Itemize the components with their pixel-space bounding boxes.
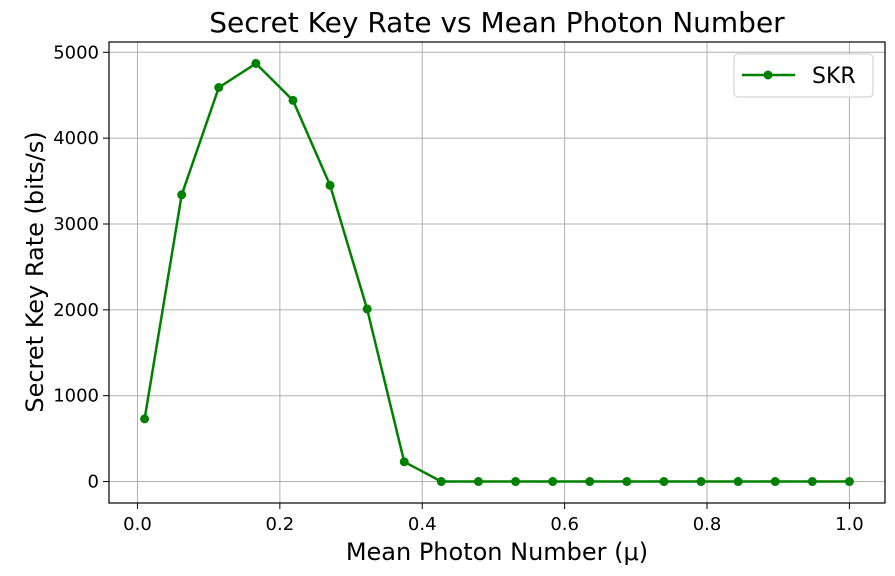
data-point — [696, 477, 706, 487]
series-layer — [140, 58, 854, 487]
data-point — [177, 190, 187, 200]
data-point — [214, 82, 224, 92]
plot-frame — [108, 41, 886, 504]
x-tick-label: 0.0 — [123, 514, 152, 535]
x-tick-label: 0.4 — [408, 514, 437, 535]
series-line-skr — [143, 62, 850, 483]
data-point — [844, 477, 854, 487]
data-point — [770, 477, 780, 487]
data-point — [140, 414, 150, 424]
legend-box — [733, 53, 874, 98]
data-point — [733, 477, 743, 487]
y-tick-label: 3000 — [53, 214, 99, 235]
x-tick-label: 0.6 — [550, 514, 579, 535]
data-point — [622, 477, 632, 487]
data-point — [511, 477, 521, 487]
data-point — [659, 477, 669, 487]
data-point — [807, 477, 817, 487]
data-point — [251, 58, 261, 68]
data-point — [288, 95, 298, 105]
data-point — [325, 180, 335, 190]
data-point — [473, 477, 483, 487]
chart-title: Secret Key Rate vs Mean Photon Number — [209, 6, 785, 39]
x-tick-label: 0.8 — [693, 514, 722, 535]
x-tick-label: 0.2 — [266, 514, 295, 535]
data-point — [585, 477, 595, 487]
y-tick-label: 2000 — [53, 300, 99, 321]
data-point — [436, 477, 446, 487]
x-axis-ticks: 0.0 0.2 0.4 0.6 0.8 1.0 — [123, 503, 864, 535]
legend: SKR — [733, 53, 874, 98]
y-tick-label: 0 — [88, 472, 99, 493]
legend-label: SKR — [812, 64, 856, 89]
data-point — [548, 477, 558, 487]
y-axis-title: Secret Key Rate (bits/s) — [21, 131, 49, 412]
legend-marker — [763, 70, 773, 80]
data-point — [399, 457, 409, 467]
y-tick-label: 5000 — [53, 42, 99, 63]
y-tick-label: 4000 — [53, 128, 99, 149]
x-axis-title: Mean Photon Number (μ) — [346, 538, 648, 566]
x-tick-label: 1.0 — [835, 514, 864, 535]
y-tick-label: 1000 — [53, 386, 99, 407]
y-axis-ticks: 0 1000 2000 3000 4000 5000 — [53, 42, 109, 493]
grid — [109, 42, 885, 503]
data-point — [362, 304, 372, 314]
